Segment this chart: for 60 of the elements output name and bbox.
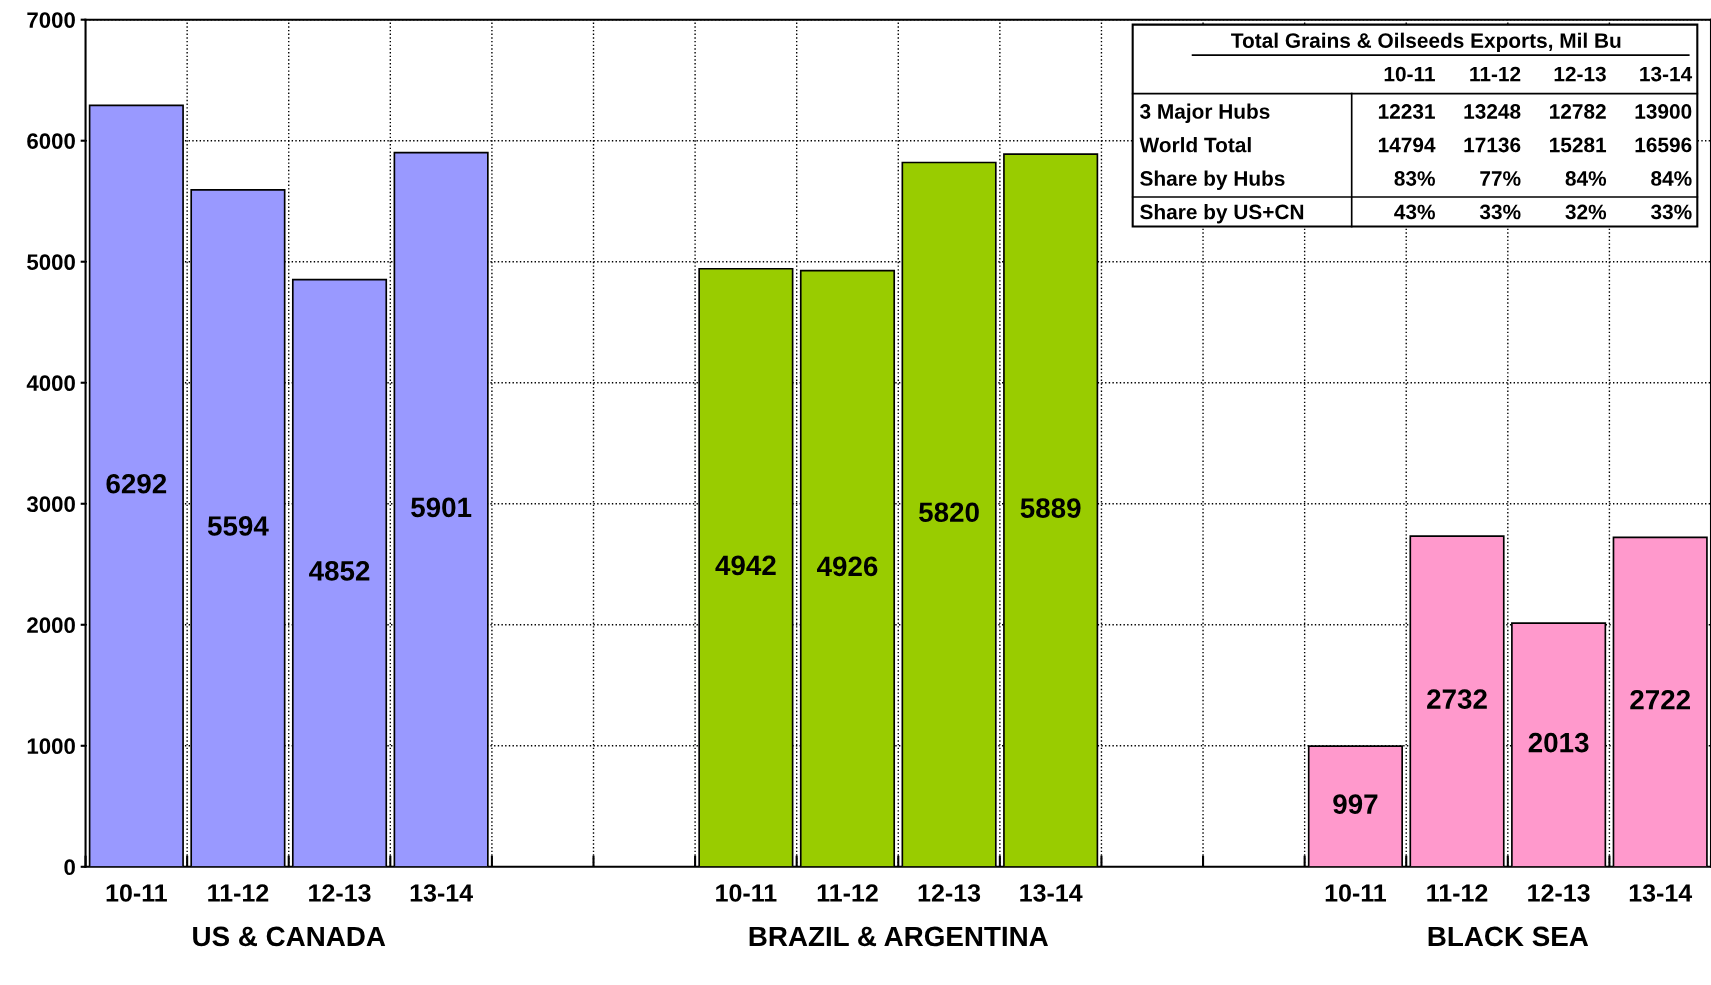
data-label: 2013 (1528, 732, 1589, 753)
x-tick-label: 10-11 (716, 884, 777, 902)
x-tick-label: 13-14 (1629, 884, 1693, 902)
annotation: 13-14 (1640, 66, 1693, 82)
annotation: World Total (1139, 137, 1251, 153)
annotation: 33% (1479, 204, 1521, 220)
annotation: 17136 (1464, 137, 1521, 153)
x-tick-label: 11-12 (1427, 884, 1488, 902)
annotation: 3 Major Hubs (1140, 103, 1270, 123)
data-label: 4852 (309, 561, 370, 581)
annotation: 77% (1480, 171, 1521, 186)
x-tick-label: 12-13 (1528, 884, 1590, 902)
data-label: 2722 (1630, 689, 1690, 710)
annotation: Share by US+CN (1140, 204, 1304, 224)
annotation: 12782 (1550, 104, 1606, 119)
annotation: 84% (1651, 171, 1692, 186)
annotation: 16596 (1635, 137, 1692, 153)
x-tick-label: 13-14 (1020, 884, 1083, 902)
y-tick-label: 5000 (27, 254, 75, 270)
x-tick-label: 10-11 (1325, 884, 1387, 902)
x-tick-label: 13-14 (410, 884, 473, 902)
annotation: 11-12 (1470, 66, 1521, 82)
x-tick-label: 12-13 (309, 884, 371, 902)
y-tick-label: 6000 (27, 133, 75, 149)
annotation: 13248 (1464, 104, 1521, 119)
data-label: 4926 (817, 556, 878, 577)
annotation: 13900 (1635, 104, 1692, 119)
x-tick-label: 11-12 (208, 884, 269, 902)
y-tick-label: 4000 (26, 375, 75, 392)
text: US & CANADA (193, 926, 386, 947)
annotation: 84% (1565, 171, 1607, 186)
annotation: 12-13 (1554, 66, 1606, 82)
data-label: 6292 (106, 473, 167, 494)
annotation: 33% (1650, 204, 1692, 220)
y-tick-label: 2000 (27, 617, 75, 634)
data-label: 5901 (411, 497, 472, 518)
x-tick-label: 12-13 (918, 884, 981, 902)
text: BLACK SEA (1428, 926, 1589, 947)
data-label: 5889 (1020, 498, 1081, 518)
annotation: Total Grains & Oilseeds Exports, Mil Bu (1231, 32, 1621, 53)
annotation: 43% (1394, 204, 1435, 220)
x-tick-label: 11-12 (817, 884, 878, 902)
annotation: Share by Hubs (1140, 170, 1285, 190)
data-label: 997 (1333, 794, 1378, 814)
y-tick-label: 7000 (27, 12, 75, 28)
data-label: 5594 (207, 516, 269, 536)
x-tick-label: 10-11 (106, 884, 167, 902)
y-tick-label: 3000 (26, 496, 75, 513)
annotation: 83% (1394, 171, 1435, 186)
text: BRAZIL & ARGENTINA (749, 926, 1048, 947)
data-label: 4942 (715, 555, 776, 576)
annotation: 32% (1565, 204, 1607, 220)
y-tick-label: 1000 (27, 738, 75, 755)
annotation: 10-11 (1384, 66, 1435, 82)
annotation: 12231 (1378, 104, 1435, 119)
annotation: 14794 (1378, 137, 1436, 153)
y-tick-label: 0 (64, 859, 75, 876)
data-label: 2732 (1427, 689, 1487, 709)
annotation: 15281 (1550, 137, 1607, 153)
data-label: 5820 (919, 502, 979, 523)
